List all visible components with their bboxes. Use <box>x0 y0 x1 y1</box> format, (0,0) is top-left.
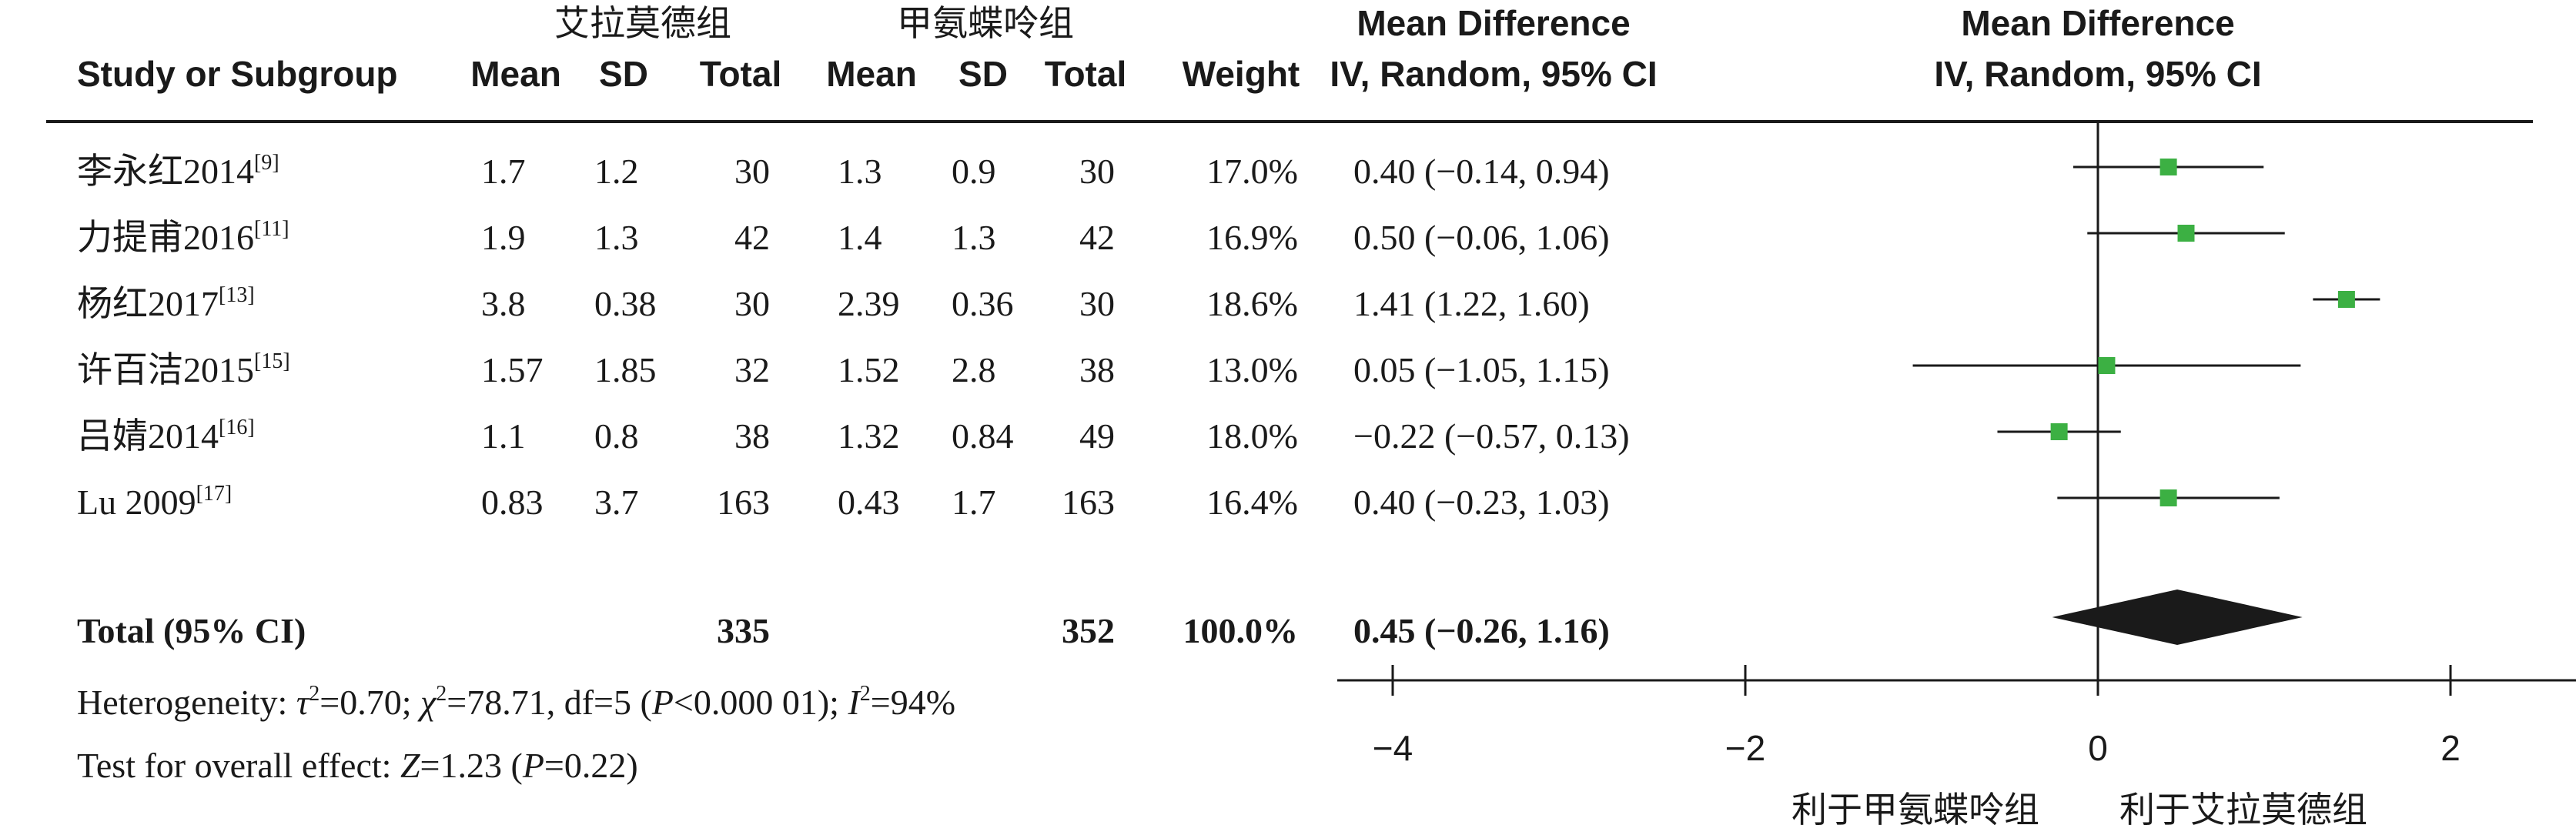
heterogeneity-text: Heterogeneity: τ2=0.70; χ2=78.71, df=5 (… <box>77 682 955 722</box>
weight-cell: 18.6% <box>1206 284 1298 323</box>
group1-sd-cell: 0.38 <box>594 284 657 323</box>
study-effect-marker <box>2159 159 2177 175</box>
group2-sd-cell: 0.36 <box>952 284 1014 323</box>
group2-mean-cell: 1.32 <box>838 416 900 456</box>
study-name: 力提甫2016[11] <box>77 217 289 257</box>
study-effect-marker <box>2159 489 2177 506</box>
group2-mean-cell: 2.39 <box>838 284 900 323</box>
group1-mean-header: Mean <box>470 54 561 94</box>
ci-text-cell: −0.22 (−0.57, 0.13) <box>1353 416 1630 456</box>
group1-sd-cell: 1.2 <box>594 152 639 191</box>
md-column-header-line1: Mean Difference <box>1357 3 1630 43</box>
x-tick-label: 2 <box>2441 728 2461 768</box>
group1-total-cell: 32 <box>734 350 770 389</box>
md-column-header-line2: IV, Random, 95% CI <box>1330 54 1657 94</box>
weight-cell: 18.0% <box>1206 416 1298 456</box>
total-group1: 335 <box>717 611 770 650</box>
group2-sd-cell: 0.84 <box>952 416 1014 456</box>
study-reference: [15] <box>254 349 290 373</box>
group2-sd-header: SD <box>958 54 1008 94</box>
group1-total-cell: 163 <box>717 483 770 522</box>
group1-total-cell: 42 <box>734 218 770 257</box>
study-effect-marker <box>2177 225 2195 242</box>
total-ci-text: 0.45 (−0.26, 1.16) <box>1353 611 1610 650</box>
forest-plot-area: −4−2024 <box>1337 123 2576 768</box>
group2-sd-cell: 1.3 <box>952 218 996 257</box>
group2-total-cell: 49 <box>1079 416 1115 456</box>
weight-cell: 16.4% <box>1206 483 1298 522</box>
ci-text-cell: 0.50 (−0.06, 1.06) <box>1353 218 1610 257</box>
group2-total-cell: 38 <box>1079 350 1115 389</box>
total-group2: 352 <box>1062 611 1115 650</box>
pooled-effect-diamond <box>2052 590 2303 645</box>
group1-total-cell: 30 <box>734 152 770 191</box>
weight-cell: 13.0% <box>1206 350 1298 389</box>
study-effect-marker <box>2098 357 2116 374</box>
study-effect-marker <box>2050 423 2068 440</box>
group2-mean-cell: 1.52 <box>838 350 900 389</box>
group2-mean-cell: 1.4 <box>838 218 882 257</box>
group1-header: 艾拉莫德组 <box>554 2 731 44</box>
group2-total-cell: 30 <box>1079 152 1115 191</box>
group1-total-cell: 38 <box>734 416 770 456</box>
group1-mean-cell: 1.7 <box>481 152 526 191</box>
group2-total-cell: 163 <box>1062 483 1115 522</box>
group2-total-header: Total <box>1045 54 1126 94</box>
overall-effect-text: Test for overall effect: Z=1.23 (P=0.22) <box>77 746 638 785</box>
study-reference: [13] <box>219 283 255 307</box>
weight-cell: 17.0% <box>1206 152 1298 191</box>
ci-text-cell: 0.40 (−0.23, 1.03) <box>1353 483 1610 522</box>
group1-mean-cell: 1.9 <box>481 218 526 257</box>
group2-mean-header: Mean <box>826 54 917 94</box>
group1-sd-cell: 1.3 <box>594 218 639 257</box>
x-tick-label: 0 <box>2088 728 2108 768</box>
study-column-header: Study or Subgroup <box>77 54 398 94</box>
group1-mean-cell: 1.57 <box>481 350 544 389</box>
group2-mean-cell: 0.43 <box>838 483 900 522</box>
study-reference: [9] <box>254 151 279 175</box>
total-label: Total (95% CI) <box>77 611 306 650</box>
group2-sd-cell: 1.7 <box>952 483 996 522</box>
study-name: 许百洁2015[15] <box>77 349 290 389</box>
group2-sd-cell: 2.8 <box>952 350 996 389</box>
group2-total-cell: 30 <box>1079 284 1115 323</box>
study-rows: 李永红2014[9] 1.7 1.2 30 1.3 0.9 30 17.0% 0.40 (−0.… <box>77 151 1630 522</box>
weight-column-header: Weight <box>1183 54 1300 94</box>
group1-mean-cell: 3.8 <box>481 284 526 323</box>
plot-header-line1: Mean Difference <box>1961 3 2234 43</box>
group2-total-cell: 42 <box>1079 218 1115 257</box>
group1-mean-cell: 0.83 <box>481 483 544 522</box>
study-name: 李永红2014[9] <box>77 151 279 191</box>
study-reference: [16] <box>219 416 255 439</box>
group1-sd-header: SD <box>599 54 648 94</box>
group2-header: 甲氨蝶呤组 <box>897 2 1074 44</box>
favours-left-label: 利于甲氨蝶呤组 <box>1791 789 2039 830</box>
group1-total-cell: 30 <box>734 284 770 323</box>
study-name: Lu 2009[17] <box>77 482 232 522</box>
study-effect-marker <box>2337 291 2355 308</box>
group1-mean-cell: 1.1 <box>481 416 526 456</box>
group1-sd-cell: 0.8 <box>594 416 639 456</box>
study-name: 吕婧2014[16] <box>77 416 255 456</box>
favours-right-label: 利于艾拉莫德组 <box>2119 789 2367 830</box>
total-weight: 100.0% <box>1183 611 1299 650</box>
ci-text-cell: 0.40 (−0.14, 0.94) <box>1353 152 1610 191</box>
group1-total-header: Total <box>700 54 781 94</box>
x-tick-label: −2 <box>1725 728 1765 768</box>
ci-text-cell: 0.05 (−1.05, 1.15) <box>1353 350 1610 389</box>
group2-sd-cell: 0.9 <box>952 152 996 191</box>
group1-sd-cell: 1.85 <box>594 350 657 389</box>
group1-sd-cell: 3.7 <box>594 483 639 522</box>
study-name: 杨红2017[13] <box>77 283 255 323</box>
x-tick-label: −4 <box>1373 728 1413 768</box>
plot-header-line2: IV, Random, 95% CI <box>1934 54 2261 94</box>
group2-mean-cell: 1.3 <box>838 152 882 191</box>
ci-text-cell: 1.41 (1.22, 1.60) <box>1353 284 1590 323</box>
weight-cell: 16.9% <box>1206 218 1298 257</box>
study-reference: [11] <box>254 217 289 241</box>
study-reference: [17] <box>196 482 233 506</box>
